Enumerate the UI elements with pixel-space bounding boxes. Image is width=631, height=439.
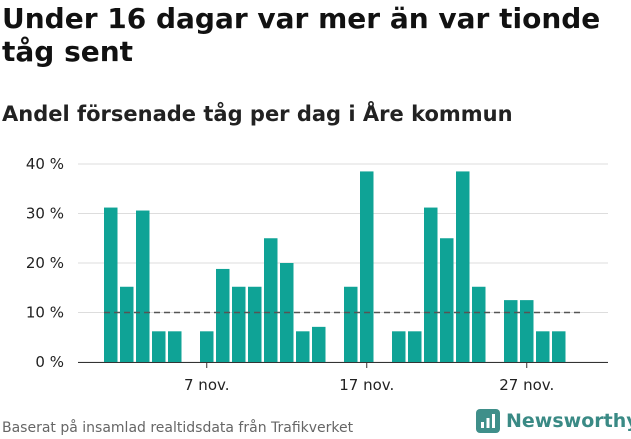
chart-subtitle: Andel försenade tåg per dag i Åre kommun [2,102,513,126]
bar-13 [296,331,310,362]
bar-9 [232,286,246,362]
chart-title: Under 16 dagar var mer än var tionde tåg… [2,2,601,68]
bar-28 [536,331,550,362]
y-tick-label: 30 % [26,205,64,223]
bar-22 [440,238,454,362]
y-tick-label: 20 % [26,254,64,272]
bar-20 [408,331,422,362]
x-tick-label: 7 nov. [184,376,229,394]
y-tick-label: 10 % [26,304,64,322]
bar-26 [504,300,518,362]
bar-3 [136,210,150,362]
logo-text: Newsworthy [506,410,631,432]
bar-16 [344,286,358,362]
newsworthy-logo: Newsworthy [476,406,631,436]
y-tick-label: 40 % [26,155,64,173]
x-tick-label: 17 nov. [339,376,394,394]
bar-5 [168,331,182,362]
bar-10 [248,286,262,362]
bar-chart: 0 % 10 % 20 % 30 % 40 % 7 nov. 17 nov. 27 nov. [26,155,608,394]
bar-8 [216,268,230,362]
bar-17 [360,171,374,362]
x-tick-label: 27 nov. [499,376,554,394]
logo-bars-icon [476,409,500,433]
bar-19 [392,331,406,362]
bar-14 [312,326,326,362]
bar-24 [472,286,486,362]
bar-29 [552,331,566,362]
bar-11 [264,238,278,362]
bar-1 [104,207,118,362]
y-tick-label: 0 % [35,353,64,371]
bar-21 [424,207,438,362]
bar-23 [456,171,470,362]
bar-7 [200,331,214,362]
bar-27 [520,300,534,362]
source-note: Baserat på insamlad realtidsdata från Tr… [2,420,354,436]
bar-4 [152,331,166,362]
bar-2 [120,286,134,362]
